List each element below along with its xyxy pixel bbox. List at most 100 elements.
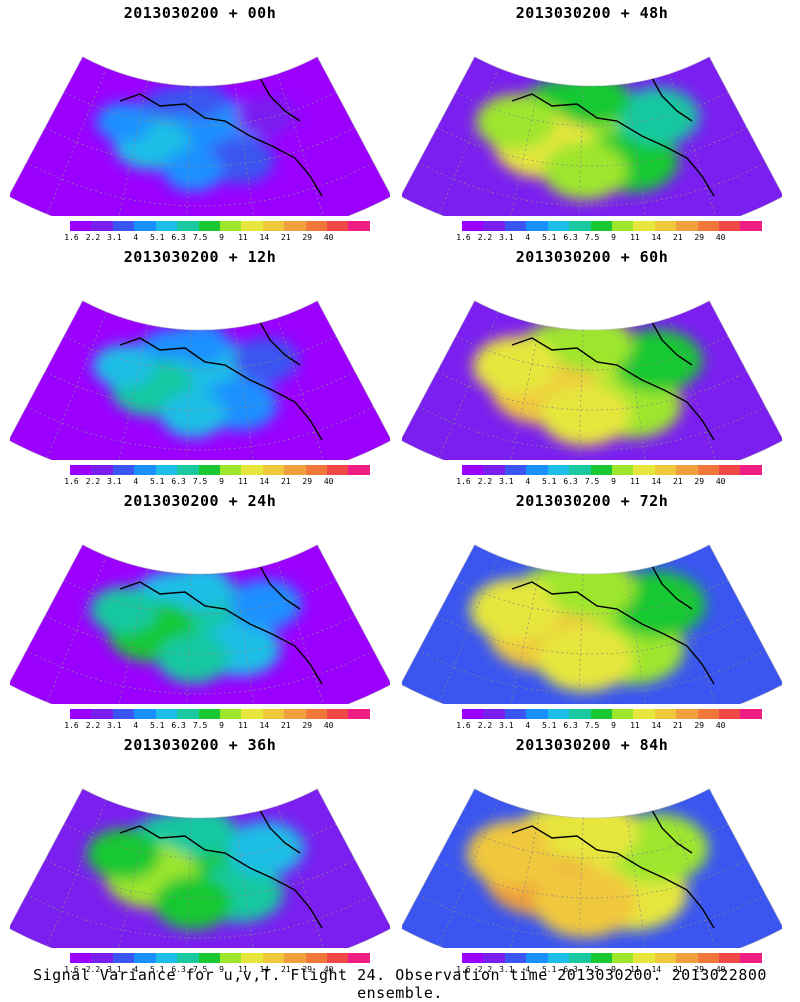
colorbar-swatch <box>611 709 634 719</box>
colorbar-swatch <box>348 709 370 719</box>
colorbar-label: 1.6 <box>64 721 79 730</box>
colorbar-swatch <box>112 953 135 963</box>
colorbar-swatch <box>348 465 370 475</box>
colorbar-swatch <box>91 709 113 719</box>
colorbar-label: 1.6 <box>456 233 471 242</box>
colorbar-swatch <box>462 465 484 475</box>
longitude-line <box>114 812 149 948</box>
colorbar-swatch <box>219 953 242 963</box>
colorbar-swatch <box>526 465 548 475</box>
colorbar-label: 5.1 <box>149 965 165 974</box>
colorbar-label: 14 <box>259 721 270 730</box>
colorbar-label: 7.5 <box>584 721 600 730</box>
colorbar-swatch <box>262 465 285 475</box>
colorbar-swatch <box>590 709 612 719</box>
longitude-line <box>185 329 192 460</box>
colorbar <box>70 465 370 475</box>
colorbar-swatch <box>198 221 220 231</box>
colorbar-label: 3.1 <box>107 477 122 486</box>
longitude-line <box>438 555 499 703</box>
longitude-line <box>668 73 719 216</box>
colorbar-swatch <box>633 221 655 231</box>
longitude-line <box>626 83 650 216</box>
colorbar-swatch <box>740 953 762 963</box>
colorbar-label: 1.6 <box>456 721 471 730</box>
colorbar-swatch <box>327 221 349 231</box>
colorbar-swatch <box>348 221 370 231</box>
colorbar-swatch <box>611 221 634 231</box>
colorbar-swatch <box>719 465 741 475</box>
colorbar-swatch <box>697 465 720 475</box>
colorbar-label: 21 <box>672 233 683 242</box>
colorbar-label: 2.2 <box>477 233 493 242</box>
colorbar-labels: 1.6 2.2 3.1 4 5.1 6.3 7.5 9 11 14 21 29 40 <box>64 477 370 487</box>
colorbar-label: 29 <box>302 477 313 486</box>
variance-region <box>534 867 637 938</box>
map-outline <box>402 788 782 948</box>
colorbar-label: 40 <box>323 233 334 242</box>
colorbar-label: 21 <box>672 965 683 974</box>
map-outline <box>402 56 782 216</box>
colorbar-swatch <box>177 953 199 963</box>
longitude-line <box>577 85 584 216</box>
colorbar-label: 40 <box>715 965 726 974</box>
variance-region <box>168 565 232 610</box>
colorbar-label: 6.3 <box>171 477 186 486</box>
longitude-line <box>626 571 650 704</box>
longitude-line <box>577 817 584 948</box>
colorbar <box>462 709 762 719</box>
colorbar-swatch <box>719 709 741 719</box>
colorbar-swatch <box>654 709 677 719</box>
colorbar-swatch <box>284 709 306 719</box>
colorbar-swatch <box>327 953 349 963</box>
longitude-line <box>668 561 719 704</box>
variance-region <box>469 578 562 642</box>
longitude-line <box>234 327 258 460</box>
colorbar-label: 7.5 <box>584 965 600 974</box>
colorbar-label: 29 <box>694 477 705 486</box>
colorbar-label: 5.1 <box>541 233 557 242</box>
colorbar-label: 11 <box>630 721 640 730</box>
latitude-line <box>455 335 729 371</box>
colorbar-label: 2.2 <box>477 721 493 730</box>
longitude-line <box>234 83 258 216</box>
longitude-line <box>46 555 107 703</box>
colorbar-swatch <box>305 953 328 963</box>
colorbar-swatch <box>462 709 484 719</box>
colorbar-label: 14 <box>651 233 662 242</box>
colorbar-label: 6.3 <box>563 233 578 242</box>
colorbar-swatch <box>526 953 548 963</box>
colorbar-swatch <box>91 221 113 231</box>
colorbar-swatch <box>241 709 263 719</box>
colorbar-label: 6.3 <box>563 477 578 486</box>
colorbar-label: 4 <box>525 965 531 974</box>
variance-region <box>171 323 229 364</box>
colorbar-label: 3.1 <box>107 965 122 974</box>
colorbar-swatch <box>590 953 612 963</box>
longitude-line <box>276 805 327 948</box>
colorbar-label: 29 <box>302 721 313 730</box>
panel-title: 2013030200 + 84h <box>515 736 669 754</box>
colorbar-swatch <box>719 953 741 963</box>
variance-region <box>543 141 628 200</box>
colorbar-label: 4 <box>133 477 139 486</box>
longitude-line <box>234 571 258 704</box>
colorbar-label: 1.6 <box>456 477 471 486</box>
latitude-line <box>455 823 729 859</box>
colorbar-swatch <box>483 709 505 719</box>
colorbar-label: 21 <box>672 721 683 730</box>
colorbar-label: 29 <box>302 233 313 242</box>
variance-region <box>92 344 155 388</box>
colorbar-label: 5.1 <box>541 965 557 974</box>
colorbar-swatch <box>633 465 655 475</box>
panel-title: 2013030200 + 12h <box>123 248 277 266</box>
colorbar-label: 4 <box>525 721 531 730</box>
colorbar-swatch <box>70 465 92 475</box>
panel-title: 2013030200 + 48h <box>515 4 669 22</box>
variance-map <box>10 56 390 216</box>
longitude-line <box>506 568 541 704</box>
map-outline <box>402 300 782 460</box>
latitude-line <box>44 371 356 411</box>
variance-region <box>95 102 152 142</box>
colorbar-swatch <box>91 465 113 475</box>
